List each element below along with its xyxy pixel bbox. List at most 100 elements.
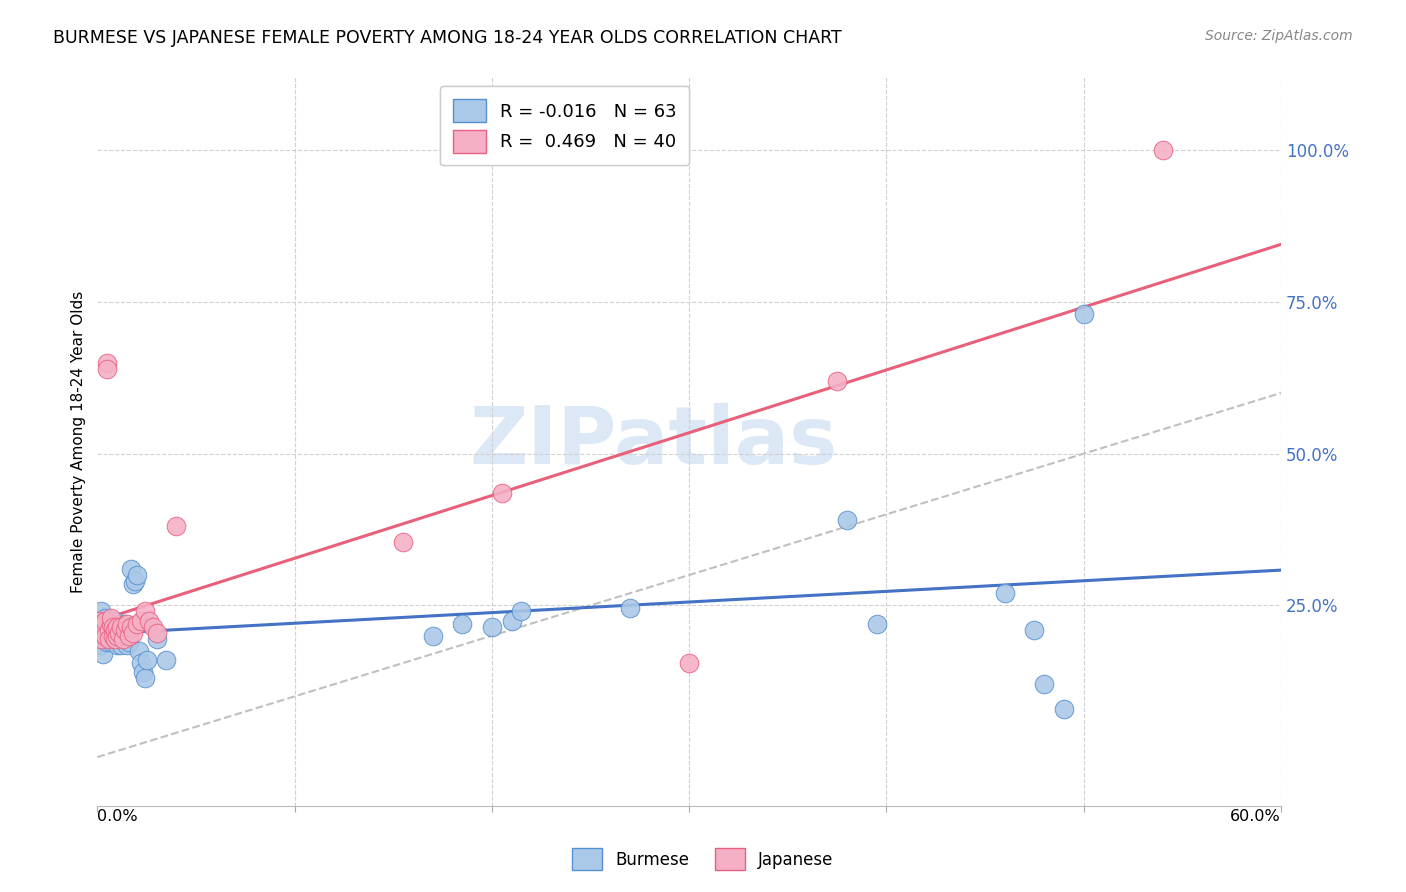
Point (120, 619, 142, 633)
Point (100, 610, 122, 624)
Point (121, 625, 143, 640)
Point (100, 616, 122, 631)
Point (115, 629, 138, 643)
Point (98, 619, 121, 633)
Point (98, 632, 121, 646)
Point (1024, 623, 1046, 637)
Point (114, 623, 136, 637)
Point (121, 577, 143, 591)
Legend: R = -0.016   N = 63, R =  0.469   N = 40: R = -0.016 N = 63, R = 0.469 N = 40 (440, 87, 689, 165)
Point (1073, 307, 1095, 321)
Point (825, 374, 848, 388)
Point (422, 629, 444, 643)
Point (138, 614, 160, 628)
Point (111, 619, 134, 633)
Point (1033, 677, 1056, 691)
Point (101, 632, 124, 646)
Point (90, 623, 112, 637)
Point (100, 619, 122, 633)
Point (678, 656, 700, 670)
Point (104, 623, 127, 637)
Text: Source: ZipAtlas.com: Source: ZipAtlas.com (1205, 29, 1353, 43)
Text: ZIPatlas: ZIPatlas (470, 402, 838, 481)
Point (105, 619, 128, 633)
Legend: Burmese, Japanese: Burmese, Japanese (565, 842, 841, 877)
Point (96, 634, 118, 648)
Point (865, 616, 887, 631)
Point (96, 616, 118, 631)
Text: 0.0%: 0.0% (97, 809, 138, 823)
Text: 60.0%: 60.0% (1230, 809, 1281, 823)
Point (108, 625, 131, 640)
Point (91, 647, 114, 661)
Point (145, 625, 167, 640)
Point (89, 616, 111, 631)
Text: BURMESE VS JAPANESE FEMALE POVERTY AMONG 18-24 YEAR OLDS CORRELATION CHART: BURMESE VS JAPANESE FEMALE POVERTY AMONG… (53, 29, 842, 46)
Point (142, 619, 165, 633)
Point (96, 356, 118, 370)
Point (91, 619, 114, 633)
Point (110, 629, 132, 643)
Point (129, 614, 152, 628)
Point (392, 534, 415, 549)
Point (118, 619, 141, 633)
Point (501, 614, 523, 628)
Point (1152, 143, 1174, 157)
Point (124, 574, 146, 588)
Point (108, 623, 131, 637)
Point (91, 632, 114, 646)
Point (94, 614, 117, 628)
Point (108, 632, 131, 646)
Point (510, 604, 533, 618)
Point (128, 644, 150, 658)
Point (111, 632, 134, 646)
Point (134, 604, 156, 618)
Point (481, 619, 503, 633)
Point (104, 632, 127, 646)
Point (105, 629, 128, 643)
Point (491, 486, 513, 500)
Point (104, 614, 127, 628)
Point (835, 513, 858, 527)
Point (114, 625, 136, 640)
Point (89, 619, 111, 633)
Point (104, 623, 127, 637)
Point (110, 638, 132, 652)
Point (120, 562, 142, 576)
Point (91, 616, 114, 631)
Point (101, 629, 124, 643)
Point (94, 619, 117, 633)
Point (100, 625, 122, 640)
Point (96, 623, 118, 637)
Point (118, 629, 141, 643)
Y-axis label: Female Poverty Among 18-24 Year Olds: Female Poverty Among 18-24 Year Olds (72, 291, 86, 592)
Point (94, 629, 117, 643)
Point (619, 601, 641, 615)
Point (105, 638, 128, 652)
Point (110, 619, 132, 633)
Point (90, 604, 112, 618)
Point (994, 586, 1017, 600)
Point (111, 632, 134, 646)
Point (105, 629, 128, 643)
Point (90, 638, 112, 652)
Point (96, 361, 118, 376)
Point (98, 632, 121, 646)
Point (135, 653, 157, 667)
Point (129, 656, 152, 670)
Point (98, 623, 121, 637)
Point (91, 619, 114, 633)
Point (101, 619, 124, 633)
Point (94, 629, 117, 643)
Point (98, 614, 121, 628)
Point (101, 629, 124, 643)
Point (94, 610, 117, 624)
Point (101, 616, 124, 631)
Point (105, 619, 128, 633)
Point (89, 614, 111, 628)
Point (114, 616, 136, 631)
Point (1053, 701, 1076, 715)
Point (155, 653, 177, 667)
Point (118, 634, 141, 648)
Point (89, 629, 111, 643)
